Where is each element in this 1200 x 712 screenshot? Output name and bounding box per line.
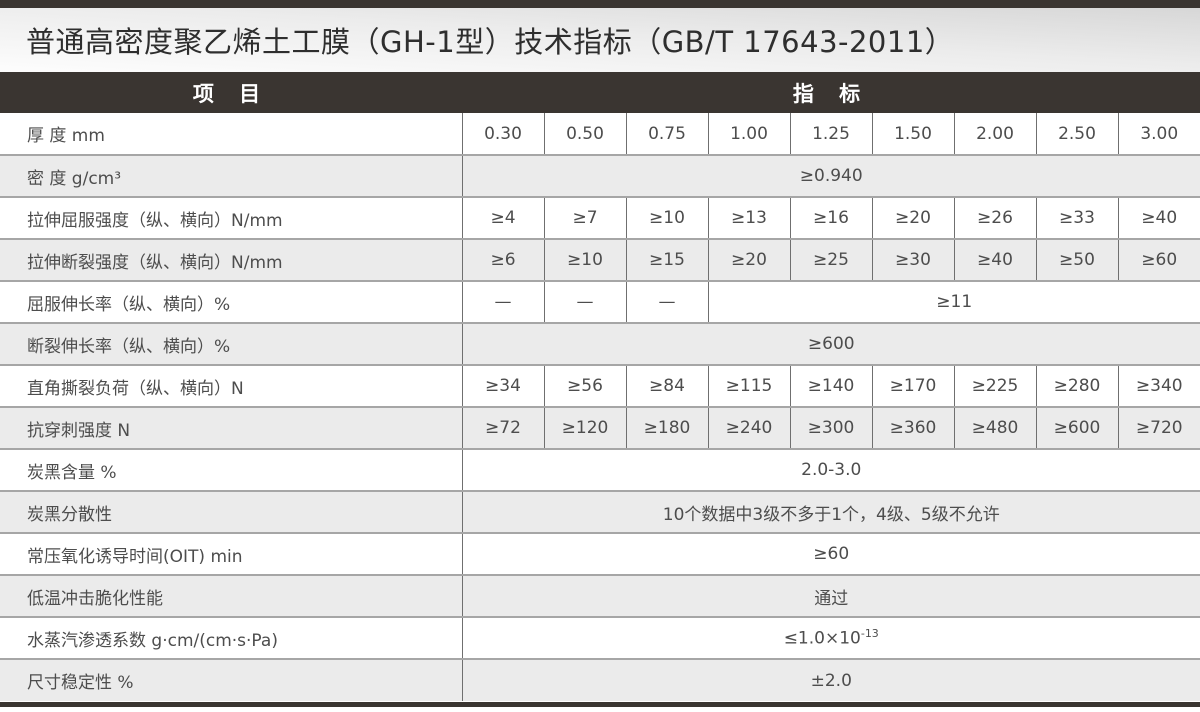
cell: ≥30 [871,238,954,281]
cell: 0.30 [461,113,544,155]
table-row: 拉伸断裂强度（纵、横向）N/mm ≥6 ≥10 ≥15 ≥20 ≥25 ≥30 … [0,238,1200,281]
table-row: 炭黑分散性 10个数据中3级不多于1个，4级、5级不允许 [0,490,1200,533]
cell: ≥6 [461,238,544,281]
row-label: 拉伸屈服强度（纵、横向）N/mm [0,196,462,239]
cell: 1.00 [707,113,790,155]
cell: — [461,280,544,323]
cell: ≥720 [1117,406,1200,449]
cell: ≥115 [707,364,790,407]
cell: ≥60 [1117,238,1200,281]
cell: ≥120 [543,406,626,449]
top-accent-bar [0,0,1200,8]
spec-table: 项 目 指 标 厚 度 mm 0.30 0.50 0.75 1.00 1.25 … [0,72,1200,701]
row-label: 断裂伸长率（纵、横向）% [0,322,462,365]
row-label: 屈服伸长率（纵、横向）% [0,280,462,323]
cell: 0.50 [543,113,626,155]
table-row: 低温冲击脆化性能 通过 [0,574,1200,617]
cell-merged: ≥11 [707,280,1200,323]
cell: ≥340 [1117,364,1200,407]
cell-merged: ≥600 [461,322,1200,365]
row-label: 炭黑分散性 [0,490,462,533]
table-row: 密 度 g/cm³ ≥0.940 [0,154,1200,197]
cell: ≥240 [707,406,790,449]
table-row: 尺寸稳定性 % ±2.0 [0,658,1200,701]
cell-merged: 通过 [461,574,1200,617]
table-row: 拉伸屈服强度（纵、横向）N/mm ≥4 ≥7 ≥10 ≥13 ≥16 ≥20 ≥… [0,196,1200,239]
row-label: 密 度 g/cm³ [0,154,462,197]
table-row: 水蒸汽渗透系数 g·cm/(cm·s·Pa) ≤1.0×10-13 [0,616,1200,659]
cell: 1.25 [789,113,872,155]
table-row: 抗穿刺强度 N ≥72 ≥120 ≥180 ≥240 ≥300 ≥360 ≥48… [0,406,1200,449]
table-row: 厚 度 mm 0.30 0.50 0.75 1.00 1.25 1.50 2.0… [0,113,1200,155]
table-row: 屈服伸长率（纵、横向）% — — — ≥11 [0,280,1200,323]
cell-merged: ±2.0 [461,658,1200,701]
cell: ≥10 [625,196,708,239]
cell: ≥600 [1035,406,1118,449]
table-header-row: 项 目 指 标 [0,72,1200,113]
cell: ≥50 [1035,238,1118,281]
cell: ≥40 [953,238,1036,281]
table-row: 直角撕裂负荷（纵、横向）N ≥34 ≥56 ≥84 ≥115 ≥140 ≥170… [0,364,1200,407]
value-exponent: -13 [860,627,879,641]
header-item: 项 目 [0,72,462,113]
cell: ≥10 [543,238,626,281]
row-label: 炭黑含量 % [0,448,462,491]
cell: ≥280 [1035,364,1118,407]
cell: ≥20 [871,196,954,239]
cell: ≥4 [461,196,544,239]
cell-merged: ≤1.0×10-13 [461,616,1200,659]
cell: ≥33 [1035,196,1118,239]
bottom-accent-bar [0,702,1200,707]
row-label: 低温冲击脆化性能 [0,574,462,617]
cell: ≥26 [953,196,1036,239]
cell: ≥84 [625,364,708,407]
cell: ≥300 [789,406,872,449]
row-label: 常压氧化诱导时间(OIT) min [0,532,462,575]
cell: ≥15 [625,238,708,281]
cell: ≥13 [707,196,790,239]
row-label: 直角撕裂负荷（纵、横向）N [0,364,462,407]
cell: ≥360 [871,406,954,449]
row-label: 尺寸稳定性 % [0,658,462,701]
cell: 2.00 [953,113,1036,155]
cell-merged: 10个数据中3级不多于1个，4级、5级不允许 [461,490,1200,533]
table-row: 断裂伸长率（纵、横向）% ≥600 [0,322,1200,365]
cell-merged: 2.0-3.0 [461,448,1200,491]
cell-merged: ≥0.940 [461,154,1200,197]
cell: ≥7 [543,196,626,239]
row-label: 水蒸汽渗透系数 g·cm/(cm·s·Pa) [0,616,462,659]
cell-merged: ≥60 [461,532,1200,575]
cell: ≥40 [1117,196,1200,239]
cell: ≥20 [707,238,790,281]
cell: 1.50 [871,113,954,155]
cell: ≥140 [789,364,872,407]
cell: 3.00 [1117,113,1200,155]
table-row: 炭黑含量 % 2.0-3.0 [0,448,1200,491]
header-index: 指 标 [462,72,1200,113]
table-row: 常压氧化诱导时间(OIT) min ≥60 [0,532,1200,575]
cell: ≥16 [789,196,872,239]
cell: ≥225 [953,364,1036,407]
cell: 2.50 [1035,113,1118,155]
cell: ≥72 [461,406,544,449]
cell: — [543,280,626,323]
cell: ≥25 [789,238,872,281]
value-main: ≤1.0×10 [783,628,861,649]
cell: ≥180 [625,406,708,449]
row-label: 拉伸断裂强度（纵、横向）N/mm [0,238,462,281]
row-label: 厚 度 mm [27,126,105,146]
page-title: 普通高密度聚乙烯土工膜（GH-1型）技术指标（GB/T 17643-2011） [26,25,955,59]
cell: ≥56 [543,364,626,407]
cell: ≥480 [953,406,1036,449]
row-label: 抗穿刺强度 N [0,406,462,449]
cell: ≥34 [461,364,544,407]
cell: 0.75 [625,113,708,155]
title-bar: 普通高密度聚乙烯土工膜（GH-1型）技术指标（GB/T 17643-2011） [0,8,1200,72]
cell: ≥170 [871,364,954,407]
cell: — [625,280,708,323]
